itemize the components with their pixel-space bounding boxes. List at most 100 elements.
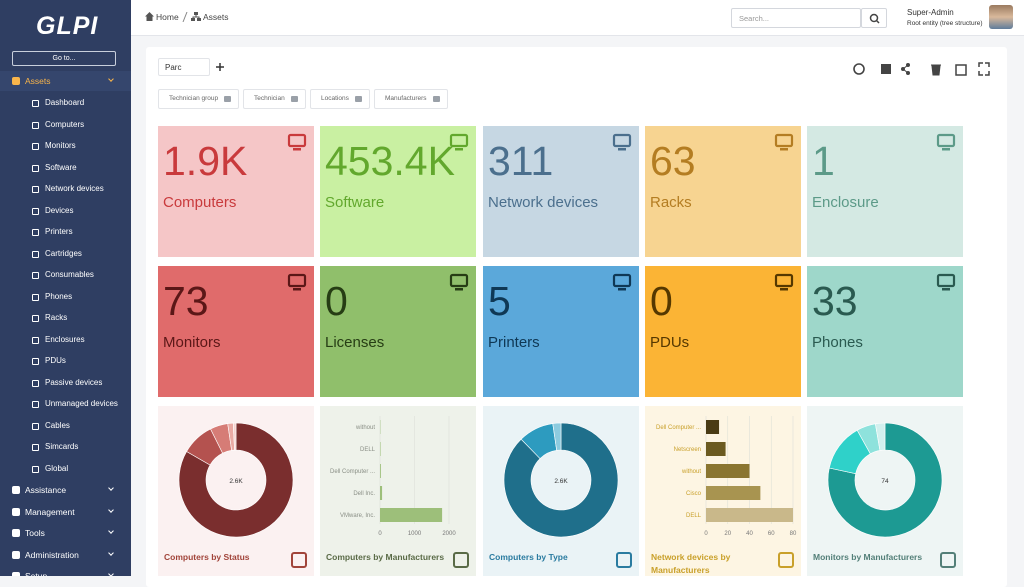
share-icon[interactable] xyxy=(901,63,910,75)
item-icon xyxy=(32,466,39,473)
kpi-value: 1.9K xyxy=(163,138,247,185)
kpi-value: 453.4K xyxy=(325,138,455,185)
item-icon xyxy=(32,337,39,344)
menu-item[interactable]: Software xyxy=(0,158,131,178)
menu-item[interactable]: Phones xyxy=(0,287,131,307)
history-icon[interactable] xyxy=(854,64,864,74)
goto-button[interactable]: Go to... xyxy=(12,51,116,66)
search-button[interactable] xyxy=(861,8,887,28)
menu-item[interactable]: Consumables xyxy=(0,265,131,285)
edit-icon[interactable] xyxy=(779,553,793,567)
icon-shape xyxy=(776,135,792,146)
bar[interactable] xyxy=(706,486,760,500)
menu-section[interactable]: Management xyxy=(0,502,131,522)
user-name[interactable]: Super-Admin xyxy=(907,8,954,17)
y-tick-label: VMware, Inc. xyxy=(340,513,375,519)
breadcrumb-separator xyxy=(182,12,188,22)
icon-shape xyxy=(614,275,630,286)
icon-shape xyxy=(614,135,630,146)
filter[interactable]: Locations xyxy=(310,89,370,109)
filter[interactable]: Manufacturers xyxy=(374,89,448,109)
bar[interactable] xyxy=(380,464,381,478)
item-label: Enclosures xyxy=(45,335,85,344)
section-label: Tools xyxy=(25,528,45,538)
menu-item[interactable]: Simcards xyxy=(0,437,131,457)
menu-section[interactable]: Administration xyxy=(0,545,131,565)
entity[interactable]: Root entity (tree structure) xyxy=(907,20,983,27)
menu-item[interactable]: Devices xyxy=(0,201,131,221)
menu-section[interactable]: Assets xyxy=(0,71,131,91)
edit-icon[interactable] xyxy=(956,65,966,75)
menu-item[interactable]: Monitors xyxy=(0,136,131,156)
menu-item[interactable]: Enclosures xyxy=(0,330,131,350)
menu-section[interactable]: Setup xyxy=(0,566,131,576)
breadcrumb[interactable]: Assets xyxy=(203,12,229,22)
menu-section[interactable]: Tools xyxy=(0,523,131,543)
chevron xyxy=(108,528,114,534)
chevron xyxy=(108,550,114,556)
item-icon xyxy=(32,401,39,408)
section-label: Assets xyxy=(25,76,51,86)
widget-title: Network devices by Manufacturers xyxy=(651,551,771,576)
edit-icon[interactable] xyxy=(617,553,631,567)
menu-item[interactable]: Network devices xyxy=(0,179,131,199)
logo[interactable]: GLPI xyxy=(36,12,98,41)
y-tick-label: Dell Computer ... xyxy=(656,425,701,431)
edit-icon[interactable] xyxy=(941,553,955,567)
bar[interactable] xyxy=(706,442,726,456)
search-input[interactable]: Search... xyxy=(731,8,861,28)
bar[interactable] xyxy=(706,508,793,522)
item-icon xyxy=(32,229,39,236)
kpi-label: Printers xyxy=(488,334,540,351)
item-icon xyxy=(32,272,39,279)
menu-item[interactable]: Cables xyxy=(0,416,131,436)
chevron xyxy=(108,507,114,513)
kpi-value: 311 xyxy=(488,138,553,185)
bar[interactable] xyxy=(706,464,750,478)
section-label: Administration xyxy=(25,550,79,560)
menu-item[interactable]: Dashboard xyxy=(0,93,131,113)
menu-item[interactable]: Computers xyxy=(0,115,131,135)
bar[interactable] xyxy=(380,442,381,456)
breadcrumb[interactable]: Home xyxy=(156,12,179,22)
bar[interactable] xyxy=(380,508,442,522)
add-dashboard[interactable] xyxy=(215,62,225,72)
edit-icon[interactable] xyxy=(454,553,468,567)
bar[interactable] xyxy=(380,486,382,500)
fullscreen-icon[interactable] xyxy=(979,63,989,75)
filter[interactable]: Technician group xyxy=(158,89,239,109)
filter[interactable]: Technician xyxy=(243,89,306,109)
menu-item[interactable]: Passive devices xyxy=(0,373,131,393)
menu-item[interactable]: Cartridges xyxy=(0,244,131,264)
y-tick-label: without xyxy=(355,425,375,431)
menu-section[interactable]: Assistance xyxy=(0,480,131,500)
menu-item[interactable]: Unmanaged devices xyxy=(0,394,131,414)
widget-title: Monitors by Manufacturers xyxy=(813,551,933,564)
dashboard-selector[interactable]: Parc xyxy=(158,58,210,76)
avatar[interactable] xyxy=(989,5,1013,29)
delete-icon[interactable] xyxy=(931,65,941,75)
menu-item[interactable]: PDUs xyxy=(0,351,131,371)
edit-icon[interactable] xyxy=(292,553,306,567)
menu-item[interactable]: Global xyxy=(0,459,131,479)
y-tick-label: Dell Computer ... xyxy=(330,469,375,475)
menu-item[interactable]: Racks xyxy=(0,308,131,328)
clone-icon[interactable] xyxy=(881,64,891,74)
bar[interactable] xyxy=(706,420,719,434)
menu-item[interactable]: Printers xyxy=(0,222,131,242)
